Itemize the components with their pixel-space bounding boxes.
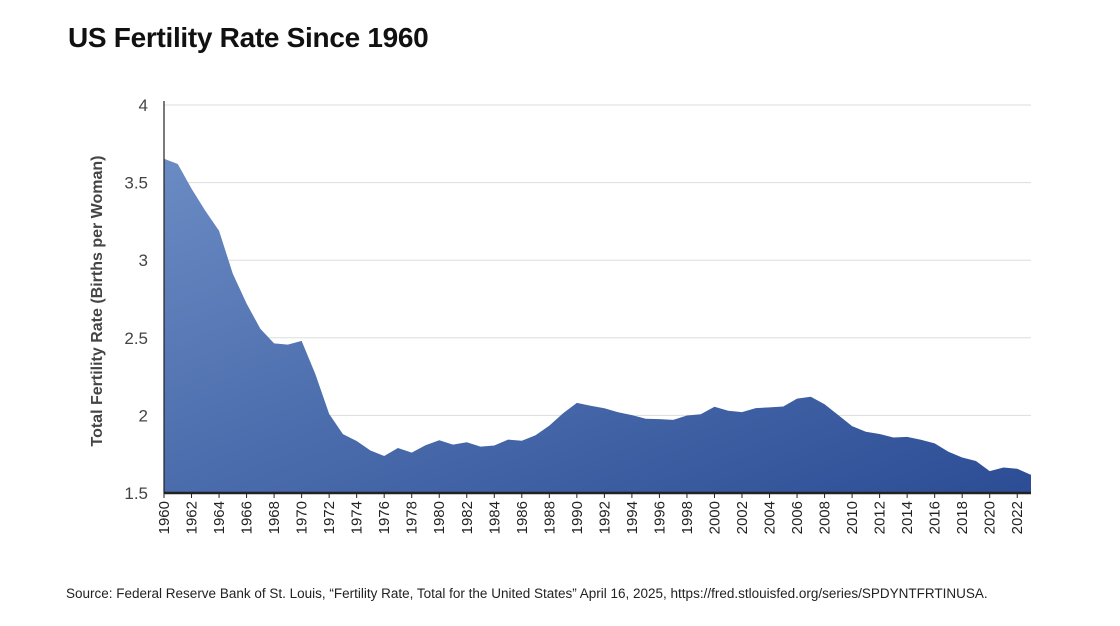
x-tick-label: 2012 <box>872 501 889 534</box>
x-tick-label: 2000 <box>706 501 723 534</box>
x-tick-label: 1986 <box>514 501 531 534</box>
x-tick-label: 2014 <box>899 501 916 534</box>
x-tick-label: 1960 <box>156 501 173 534</box>
x-tick-label: 1964 <box>211 501 228 534</box>
x-tick-label: 2018 <box>954 501 971 534</box>
x-tick-label: 2004 <box>762 501 779 534</box>
source-note: Source: Federal Reserve Bank of St. Loui… <box>66 586 988 601</box>
x-tick-label: 1978 <box>404 501 421 534</box>
x-tick-label: 1984 <box>486 501 503 534</box>
y-tick-label: 3.5 <box>124 174 148 193</box>
x-tick-labels: 1960 1962 1964 1966 1968 1970 1972 1974 1976 1978… <box>156 493 1026 534</box>
x-tick-label: 2016 <box>927 501 944 534</box>
x-tick-label: 1970 <box>294 501 311 534</box>
x-tick-label: 2006 <box>789 501 806 534</box>
x-tick-label: 1972 <box>321 501 338 534</box>
x-tick-label: 2022 <box>1009 501 1026 534</box>
x-tick-label: 1980 <box>431 501 448 534</box>
y-tick-label: 2 <box>139 406 148 425</box>
y-tick-labels: 1.5 2 2.5 3 3.5 4 <box>124 96 148 503</box>
chart-title: US Fertility Rate Since 1960 <box>68 22 429 53</box>
x-tick-label: 2002 <box>734 501 751 534</box>
y-tick-label: 2.5 <box>124 329 148 348</box>
x-tick-label: 1992 <box>596 501 613 534</box>
y-tick-label: 4 <box>139 96 148 115</box>
x-tick-label: 1994 <box>624 501 641 534</box>
x-tick-label: 2020 <box>982 501 999 534</box>
y-tick-label: 3 <box>139 251 148 270</box>
x-tick-label: 1998 <box>679 501 696 534</box>
x-tick-label: 2010 <box>844 501 861 534</box>
x-tick-label: 1976 <box>376 501 393 534</box>
x-tick-label: 1996 <box>651 501 668 534</box>
x-tick-label: 1988 <box>541 501 558 534</box>
x-tick-label: 1982 <box>459 501 476 534</box>
x-tick-label: 1990 <box>569 501 586 534</box>
x-tick-label: 1966 <box>239 501 256 534</box>
x-tick-label: 2008 <box>817 501 834 534</box>
y-axis-label: Total Fertility Rate (Births per Woman) <box>89 156 106 447</box>
area-series <box>164 158 1031 493</box>
x-tick-label: 1962 <box>184 501 201 534</box>
y-tick-label: 1.5 <box>124 484 148 503</box>
axes <box>163 101 1031 495</box>
x-tick-label: 1974 <box>349 501 366 534</box>
fertility-area <box>164 158 1031 493</box>
x-tick-label: 1968 <box>266 501 283 534</box>
